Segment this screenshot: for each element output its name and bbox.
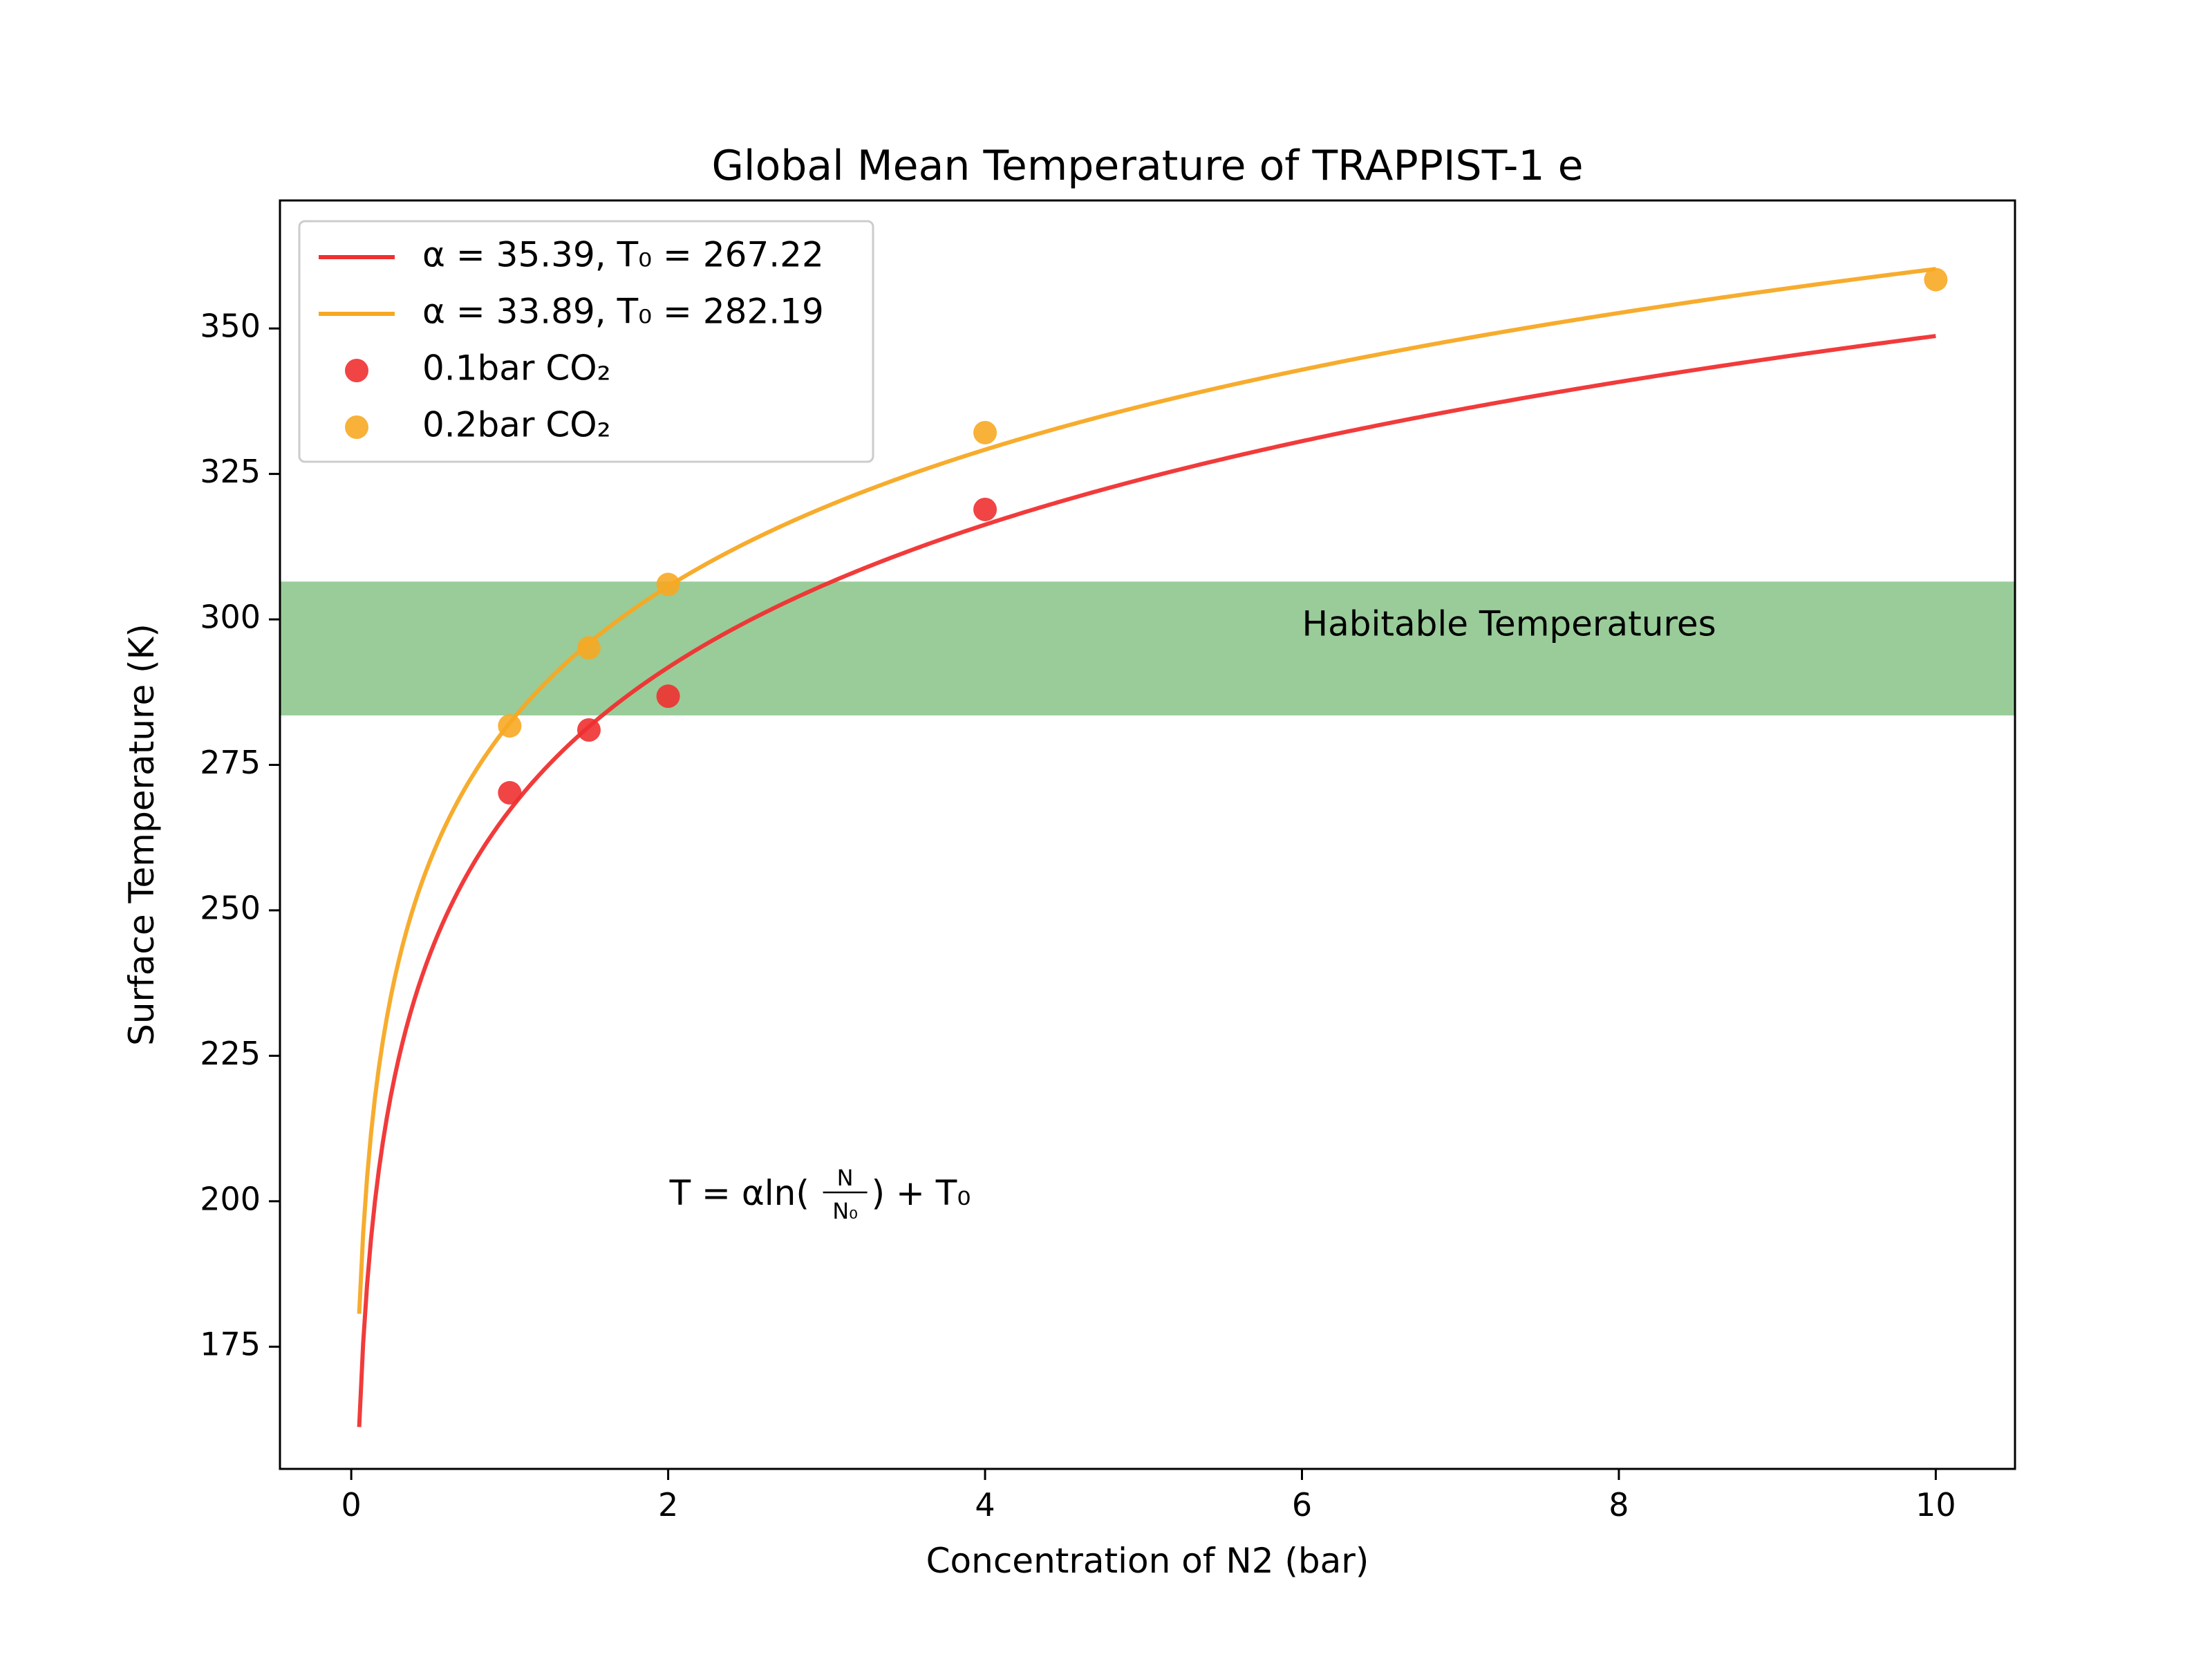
y-tick-label-250: 250 <box>200 889 261 926</box>
y-tick-label-300: 300 <box>200 599 261 636</box>
fit-line-2 <box>357 267 1936 1314</box>
data-point-series2-1 <box>498 714 522 738</box>
data-point-series1-1 <box>498 780 522 805</box>
y-tick-label-225: 225 <box>200 1035 261 1072</box>
text-layer: Habitable Temperatures Global Mean Temper… <box>122 142 1716 1581</box>
x-tick-label-8: 8 <box>1609 1486 1629 1524</box>
x-tick-label-6: 6 <box>1292 1486 1312 1524</box>
x-tick-label-0: 0 <box>341 1486 362 1524</box>
chart-title: Global Mean Temperature of TRAPPIST-1 e <box>711 142 1583 190</box>
x-tick-label-4: 4 <box>975 1486 995 1524</box>
plot-frame <box>279 199 2016 1470</box>
formula-tail: ) + T₀ <box>872 1173 971 1213</box>
legend-label-3: 0.1bar CO₂ <box>422 348 611 388</box>
fit-line-1 <box>357 334 1936 1427</box>
formula-annotation: T = αln( <box>669 1173 809 1213</box>
y-tick-label-275: 275 <box>200 744 261 781</box>
formula-fraction-numerator: N <box>837 1165 854 1191</box>
legend-marker-swatch-3 <box>345 359 368 382</box>
legend-box <box>298 220 874 463</box>
data-point-series1-3 <box>656 684 680 709</box>
formula-fraction-denominator: N₀ <box>832 1198 858 1224</box>
y-tick-label-175: 175 <box>200 1326 261 1363</box>
legend-label-2: α = 33.89, T₀ = 282.19 <box>422 292 824 332</box>
data-point-series2-2 <box>577 636 601 660</box>
legend-label-1: α = 35.39, T₀ = 267.22 <box>422 235 824 275</box>
data-point-series2-3 <box>656 572 680 597</box>
y-tick-label-350: 350 <box>200 308 261 345</box>
point-layer <box>498 268 1948 805</box>
habitable-band-label: Habitable Temperatures <box>1302 604 1716 644</box>
data-point-series1-2 <box>577 718 601 742</box>
y-tick-label-325: 325 <box>200 453 261 490</box>
data-point-series2-4 <box>973 420 997 444</box>
data-point-series2-5 <box>1924 268 1948 292</box>
line-layer <box>357 267 1936 1427</box>
axis-layer: 0 2 4 6 8 10 175 200 225 250 275 300 325 350 <box>200 199 2016 1524</box>
data-point-series1-4 <box>973 497 997 521</box>
legend-marker-swatch-4 <box>345 415 368 439</box>
legend-label-4: 0.2bar CO₂ <box>422 405 611 445</box>
habitable-band <box>280 581 2015 715</box>
x-tick-label-10: 10 <box>1915 1486 1956 1524</box>
y-axis-title: Surface Temperature (K) <box>122 624 162 1046</box>
band-layer <box>280 581 2015 715</box>
x-axis-title: Concentration of N2 (bar) <box>926 1541 1369 1581</box>
x-tick-label-2: 2 <box>658 1486 678 1524</box>
y-tick-label-200: 200 <box>200 1180 261 1217</box>
legend-layer: α = 35.39, T₀ = 267.22 α = 33.89, T₀ = 28… <box>298 220 874 463</box>
